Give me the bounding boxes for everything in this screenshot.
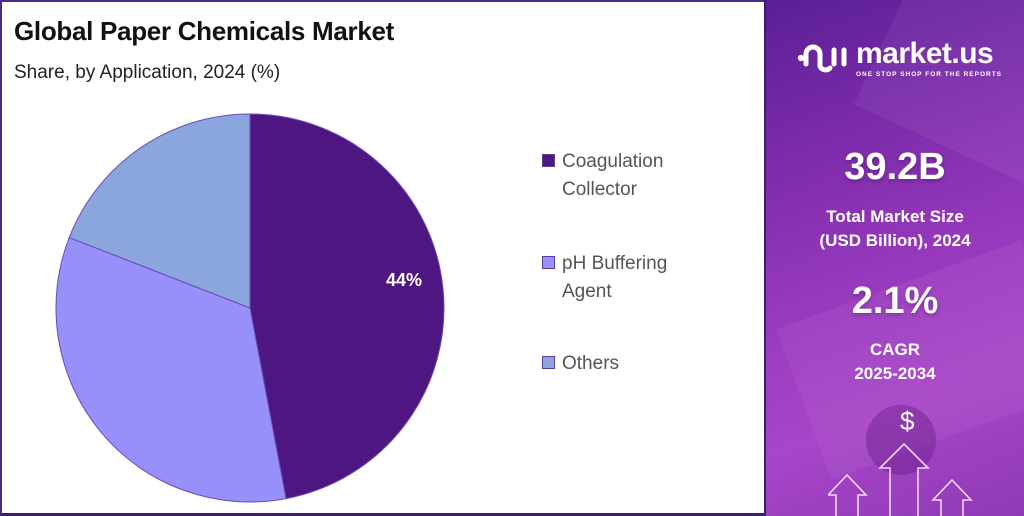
market-size-label-line1: Total Market Size [826, 207, 964, 226]
stats-panel: market.us ONE STOP SHOP FOR THE REPORTS … [764, 0, 1024, 516]
chart-title: Global Paper Chemicals Market [14, 16, 395, 46]
legend-item-coagulation-collector: Coagulation Collector [542, 148, 742, 204]
legend-swatch [542, 356, 555, 369]
dollar-icon: $ [900, 406, 915, 436]
legend-label-line2: Collector [562, 179, 637, 200]
brand-tagline: ONE STOP SHOP FOR THE REPORTS [856, 70, 1003, 78]
pie-slice-coagulation-collector [249, 113, 445, 500]
legend-swatch [542, 154, 555, 167]
chart-subtitle: Share, by Application, 2024 (%) [14, 62, 281, 83]
pie-slice-ph-buffering-agent [55, 236, 287, 503]
legend-label-line2: Agent [562, 281, 612, 302]
cagr-label-line2: 2025-2034 [854, 364, 936, 383]
market-size-label-line2: (USD Billion), 2024 [819, 231, 971, 250]
slice-label-coagulation: 44% [386, 270, 423, 290]
market-size-value: 39.2B [844, 146, 946, 188]
brand-name: market.us [856, 36, 994, 70]
legend-label-line1: pH Buffering [562, 253, 668, 274]
cagr-label-line1: CAGR [869, 340, 921, 359]
legend-label-line1: Others [562, 353, 620, 374]
legend-swatch [542, 256, 555, 269]
pie-chart: 44% [52, 110, 448, 506]
growth-arrows-icon [828, 442, 973, 516]
chart-panel: Global Paper Chemicals Market Share, by … [0, 0, 764, 516]
cagr-value: 2.1% [851, 280, 939, 322]
pie-svg [55, 113, 445, 503]
pie-slice-others [68, 113, 251, 309]
market-us-logo-icon [797, 44, 847, 73]
legend-item-others: Others [542, 350, 742, 378]
legend-item-ph-buffering-agent: pH Buffering Agent [542, 250, 742, 306]
legend-label-line1: Coagulation [562, 151, 664, 172]
brand-logo: market.us ONE STOP SHOP FOR THE REPORTS [796, 38, 1002, 78]
